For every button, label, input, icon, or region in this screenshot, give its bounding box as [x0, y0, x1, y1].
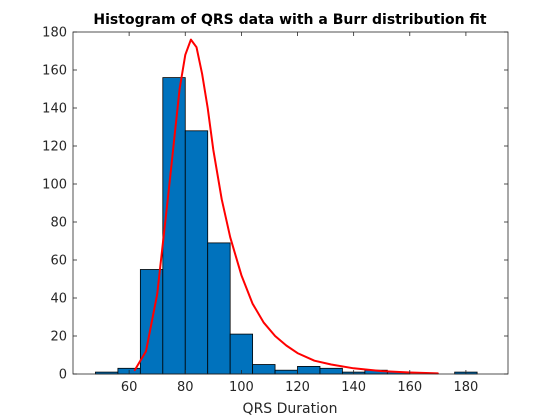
histogram-bar	[207, 242, 231, 375]
y-tick-label: 120	[42, 140, 67, 155]
axes-group: 60 80 100 120 140 160 180 0 20 40 60 80 100 120 140 160…	[42, 26, 509, 395]
histogram-bar	[297, 365, 321, 375]
burr-fit-line	[133, 38, 439, 375]
histogram-bar	[274, 369, 298, 375]
y-tick-label: 100	[42, 178, 67, 193]
x-axis-label: QRS Duration	[243, 401, 338, 417]
axes-box	[72, 31, 509, 375]
x-tick-label: 120	[285, 380, 310, 395]
histogram-bar	[319, 367, 343, 375]
y-tick-label: 0	[59, 368, 67, 383]
y-tick-label: 60	[50, 254, 67, 269]
fit-curve-group	[133, 38, 439, 375]
x-tick-label: 160	[397, 380, 422, 395]
x-tick-label: 180	[453, 380, 478, 395]
y-tick-label: 80	[50, 216, 67, 231]
x-tick-label: 140	[341, 380, 366, 395]
chart-title: Histogram of QRS data with a Burr distri…	[93, 12, 486, 28]
x-tick-label: 100	[229, 380, 254, 395]
y-tick-label: 20	[50, 330, 67, 345]
y-tick-label: 140	[42, 102, 67, 117]
y-tick-label: 160	[42, 64, 67, 79]
plot-area	[73, 32, 508, 374]
x-tick-label: 80	[177, 380, 194, 395]
y-tick-label: 40	[50, 292, 67, 307]
histogram-bar	[162, 77, 186, 375]
histogram-bar	[184, 130, 209, 375]
y-tick-label: 180	[42, 26, 67, 41]
x-tick-label: 60	[121, 380, 138, 395]
histogram-bar	[252, 364, 276, 375]
histogram-bar	[229, 333, 254, 375]
